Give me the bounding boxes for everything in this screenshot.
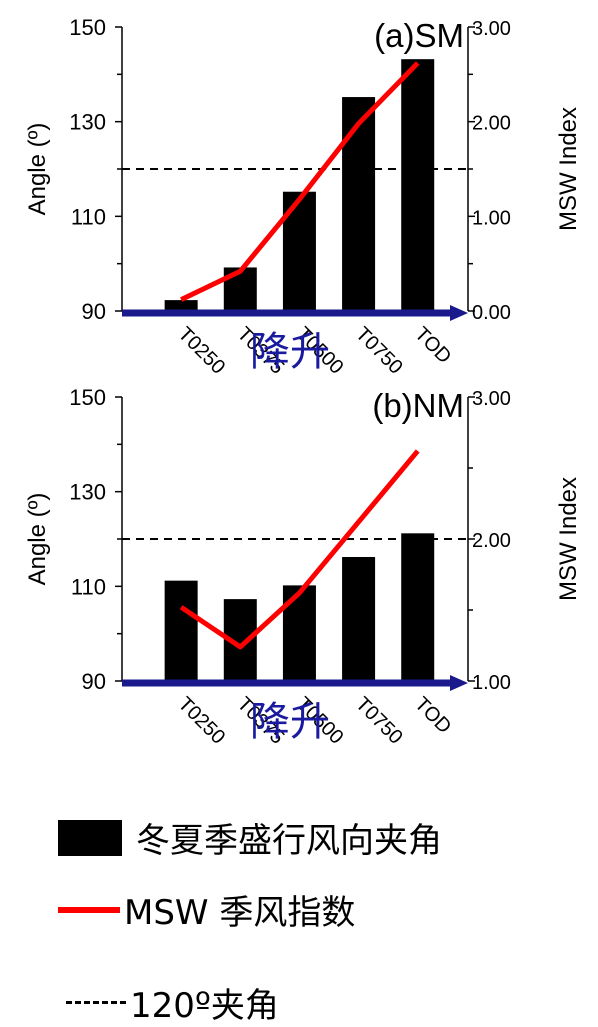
x-tick-label: T0750 — [351, 323, 407, 379]
x-axis-arrowhead — [450, 305, 468, 321]
y-tick-label-right: 2.00 — [472, 113, 511, 135]
x-tick-label: T0750 — [351, 693, 407, 749]
x-tick-label: TOD — [410, 323, 455, 368]
y-tick-label-left: 150 — [69, 15, 106, 40]
chart-panel-2: 90 110 130 150 Angle (º) 1.00 2.00 3.00 MSW Inde… — [24, 385, 582, 749]
y-tick-label-left: 110 — [71, 204, 106, 229]
arrow-text: 降升 — [250, 699, 330, 745]
x-tick-label: TOD — [410, 693, 455, 738]
x-tick-label: T0250 — [174, 323, 230, 379]
y-tick-label-right: 2.00 — [472, 530, 511, 552]
y-tick-label-right: 0.00 — [472, 302, 511, 324]
y-tick-label-left: 130 — [69, 110, 106, 135]
msw-index-line — [179, 449, 420, 650]
bar — [164, 580, 198, 681]
panel-label: (b)NM — [372, 387, 464, 424]
y-tick-label-left: 110 — [71, 574, 106, 599]
bar — [401, 533, 435, 681]
x-axis-arrowhead — [450, 675, 468, 691]
y-axis-title-left: Angle (º) — [24, 493, 51, 586]
bar — [164, 300, 198, 311]
y-tick-label-right: 1.00 — [472, 672, 511, 694]
bar — [342, 97, 376, 311]
bar — [401, 59, 435, 311]
chart-panel-1: 90 110 130 150 Angle (º) 0.00 1.00 2.00 3.00 MSW … — [24, 15, 582, 379]
y-tick-label-right: 3.00 — [472, 388, 511, 410]
y-tick-label-left: 150 — [69, 385, 106, 410]
bar — [282, 585, 316, 681]
y-tick-label-left: 90 — [82, 299, 106, 324]
y-axis-title-right: MSW Index — [555, 107, 582, 231]
y-tick-label-right: 1.00 — [472, 207, 511, 229]
y-tick-label-left: 130 — [69, 480, 106, 505]
arrow-text: 降升 — [250, 329, 330, 375]
bar — [342, 556, 376, 681]
y-axis-title-left: Angle (º) — [24, 123, 51, 216]
y-axis-title-right: MSW Index — [555, 477, 582, 601]
x-tick-label: T0250 — [174, 693, 230, 749]
y-tick-label-left: 90 — [82, 669, 106, 694]
panel-label: (a)SM — [374, 17, 464, 54]
msw-index-line — [180, 61, 420, 302]
y-tick-label-right: 3.00 — [472, 18, 511, 40]
